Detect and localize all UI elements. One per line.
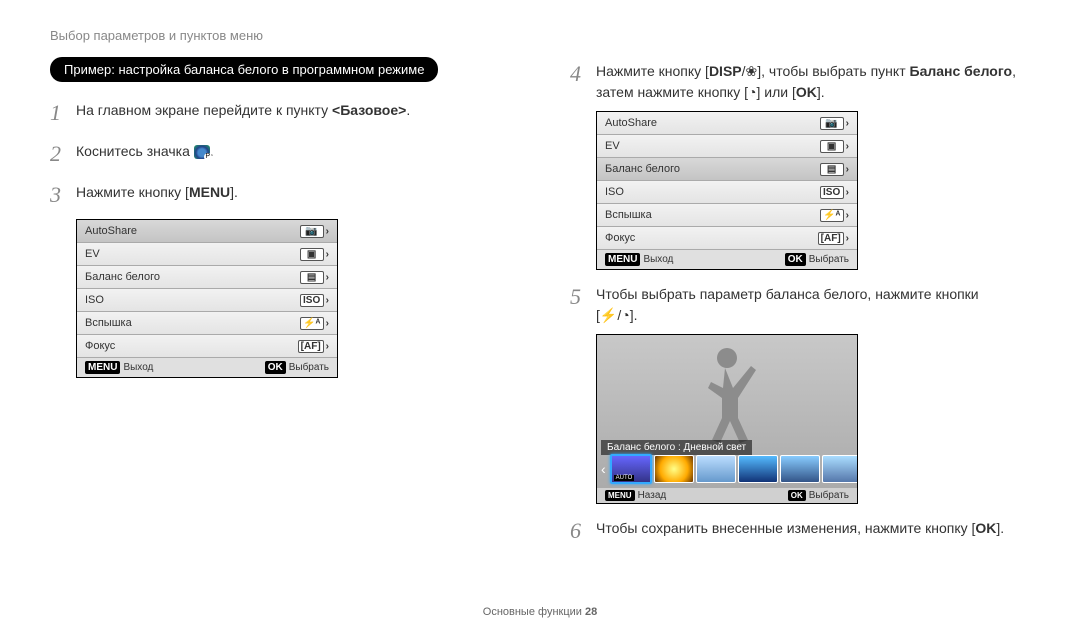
page-footer: Основные функции 28: [0, 606, 1080, 618]
chevron-right-icon: ›: [326, 341, 329, 352]
step-1-text: На главном экране перейдите к пункту <Ба…: [76, 96, 410, 121]
step-4-text: Нажмите кнопку [DISP/❀], чтобы выбрать п…: [596, 57, 1016, 103]
step-3-text: Нажмите кнопку [MENU].: [76, 178, 238, 203]
menu-value-icon: ▣: [300, 248, 324, 261]
menu-value-icon: ▤: [300, 271, 324, 284]
timer-icon: ◔: [621, 307, 629, 323]
menu-value-icon: 📷: [820, 117, 844, 130]
page-header: Выбор параметров и пунктов меню: [50, 28, 1030, 43]
wb-option: [738, 455, 778, 483]
step-2-text: Коснитесь значка .: [76, 137, 214, 162]
step-number: 1: [50, 96, 76, 129]
menu-screenshot-1: AutoShare📷›EV▣›Баланс белого▤›ISOISO›Всп…: [76, 219, 338, 378]
chevron-right-icon: ›: [326, 249, 329, 260]
chevron-right-icon: ›: [846, 233, 849, 244]
menu-row: AutoShare📷›: [77, 220, 337, 243]
step-number: 3: [50, 178, 76, 211]
menu-row: Вспышка⚡ᴬ›: [597, 204, 857, 227]
step-number: 5: [570, 280, 596, 313]
menu-row: ISOISO›: [597, 181, 857, 204]
wb-options-strip: ‹ AUTO›: [597, 455, 857, 483]
wb-option: [822, 455, 858, 483]
menu-row: EV▣›: [77, 243, 337, 266]
wb-option: [780, 455, 820, 483]
chevron-right-icon: ›: [846, 164, 849, 175]
menu-row: Фокус[AF]›: [77, 335, 337, 358]
chevron-right-icon: ›: [846, 187, 849, 198]
chevron-right-icon: ›: [846, 210, 849, 221]
chevron-right-icon: ›: [326, 295, 329, 306]
flash-icon: ⚡: [600, 307, 617, 323]
macro-icon: ❀: [746, 63, 758, 79]
chevron-left-icon: ‹: [599, 461, 608, 477]
wb-option: [654, 455, 694, 483]
wb-option: AUTO: [610, 454, 652, 484]
chevron-right-icon: ›: [846, 118, 849, 129]
left-column: Пример: настройка баланса белого в прогр…: [50, 57, 510, 555]
menu-value-icon: ISO: [820, 186, 844, 199]
menu-value-icon: ▤: [820, 163, 844, 176]
menu-button-label: MENU: [189, 184, 230, 200]
menu-value-icon: ⚡ᴬ: [820, 209, 844, 222]
camera-mode-icon: [194, 145, 210, 159]
example-title: Пример: настройка баланса белого в прогр…: [50, 57, 438, 82]
menu-row: Баланс белого▤›: [77, 266, 337, 289]
ok-button-label: OK: [796, 84, 817, 100]
chevron-right-icon: ›: [326, 226, 329, 237]
disp-button-label: DISP: [709, 63, 742, 79]
step-5-text: Чтобы выбрать параметр баланса белого, н…: [596, 280, 979, 326]
right-column: 4 Нажмите кнопку [DISP/❀], чтобы выбрать…: [570, 57, 1030, 555]
chevron-right-icon: ›: [326, 272, 329, 283]
menu-value-icon: ▣: [820, 140, 844, 153]
chevron-right-icon: ›: [846, 141, 849, 152]
menu-screenshot-2: AutoShare📷›EV▣›Баланс белого▤›ISOISO›Всп…: [596, 111, 858, 270]
ok-button-label: OK: [975, 520, 996, 536]
step-number: 2: [50, 137, 76, 170]
menu-row: ISOISO›: [77, 289, 337, 312]
wb-preview-screenshot: Баланс белого : Дневной свет ‹ AUTO› MEN…: [596, 334, 858, 504]
menu-row: Баланс белого▤›: [597, 158, 857, 181]
menu-row: Фокус[AF]›: [597, 227, 857, 250]
menu-row: Вспышка⚡ᴬ›: [77, 312, 337, 335]
menu-value-icon: [AF]: [298, 340, 324, 353]
menu-value-icon: 📷: [300, 225, 324, 238]
menu-value-icon: ⚡ᴬ: [300, 317, 324, 330]
chevron-right-icon: ›: [326, 318, 329, 329]
menu-value-icon: ISO: [300, 294, 324, 307]
silhouette-figure: [692, 343, 762, 443]
wb-current-label: Баланс белого : Дневной свет: [601, 440, 752, 455]
step-6-text: Чтобы сохранить внесенные изменения, наж…: [596, 514, 1004, 539]
menu-value-icon: [AF]: [818, 232, 844, 245]
preview-footer-right: OKВыбрать: [788, 490, 849, 501]
wb-option: [696, 455, 736, 483]
menu-row: AutoShare📷›: [597, 112, 857, 135]
step-number: 4: [570, 57, 596, 90]
step-number: 6: [570, 514, 596, 547]
menu-row: EV▣›: [597, 135, 857, 158]
preview-footer-left: MENUНазад: [605, 490, 666, 501]
